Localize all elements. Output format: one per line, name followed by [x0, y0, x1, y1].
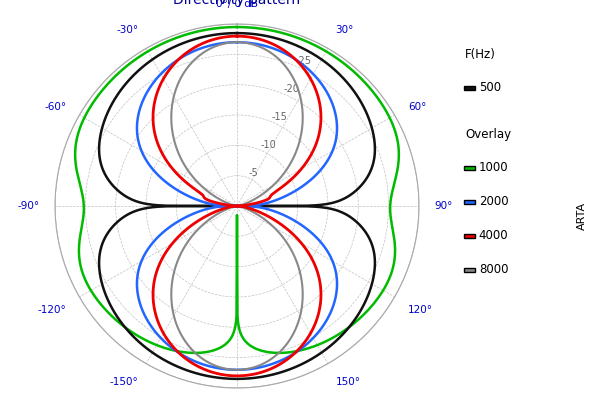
Text: 30°: 30° [335, 25, 354, 35]
Text: 150°: 150° [335, 377, 361, 387]
Text: -90°: -90° [18, 201, 40, 211]
Text: F(Hz): F(Hz) [465, 48, 496, 61]
Title: Directivity pattern: Directivity pattern [173, 0, 301, 7]
Text: 1000: 1000 [479, 161, 508, 174]
Text: ARTA: ARTA [577, 202, 587, 230]
Text: -30°: -30° [116, 25, 139, 35]
Text: 0°/ 0 dB: 0°/ 0 dB [216, 0, 258, 9]
Text: 120°: 120° [408, 304, 433, 314]
Text: 4000: 4000 [479, 229, 508, 242]
Text: 60°: 60° [408, 102, 426, 112]
Text: 90°: 90° [434, 201, 452, 211]
Text: Overlay: Overlay [465, 128, 511, 141]
Text: 2000: 2000 [479, 195, 508, 208]
Text: -120°: -120° [37, 304, 66, 314]
Text: 500: 500 [479, 81, 501, 94]
Text: 8000: 8000 [479, 263, 508, 276]
Text: -60°: -60° [44, 102, 66, 112]
Text: -150°: -150° [110, 377, 139, 387]
